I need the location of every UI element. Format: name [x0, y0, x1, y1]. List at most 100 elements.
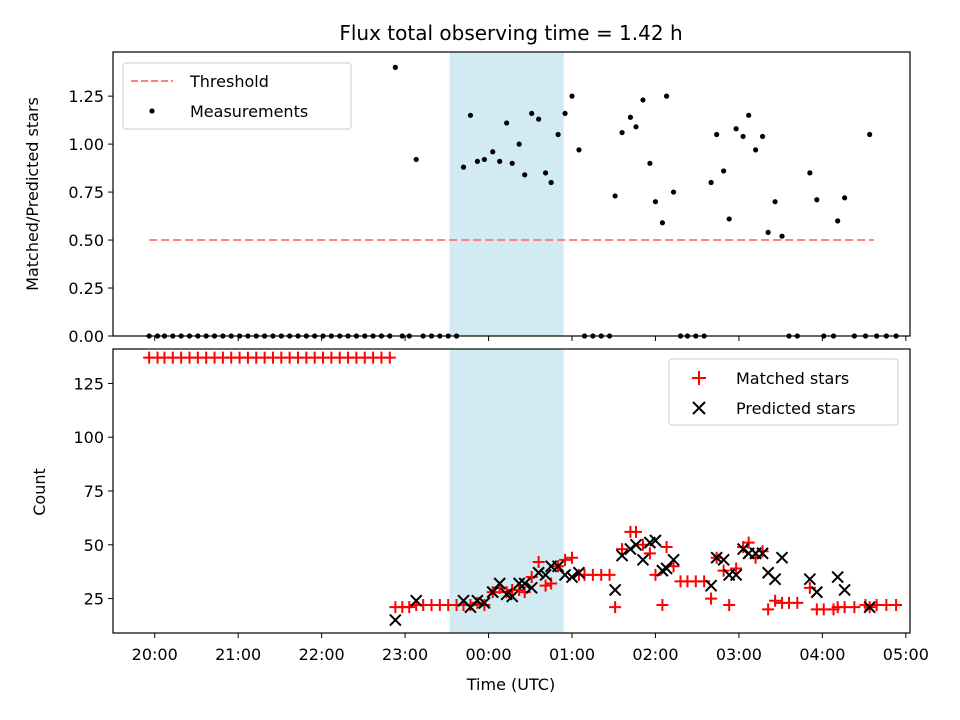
- measurement-point: [714, 131, 720, 138]
- matched-star-marker: [383, 351, 396, 364]
- predicted-star-marker: [636, 553, 650, 567]
- matched-star-marker: [532, 556, 545, 568]
- predicted-star-marker: [629, 538, 643, 551]
- matched-star-marker: [616, 543, 629, 556]
- matched-star-marker: [656, 599, 669, 612]
- matched-star-marker: [649, 568, 662, 581]
- bottom-legend-box: [668, 358, 899, 426]
- top-legend: Threshold Measurements: [122, 62, 352, 130]
- matched-star-marker: [629, 525, 642, 538]
- matched-star-marker: [762, 603, 775, 616]
- predicted-star-marker: [756, 547, 769, 560]
- predicted-star-marker: [704, 579, 718, 592]
- measurement-point: [504, 120, 510, 126]
- x-tick-label: 04:00: [799, 645, 845, 664]
- predicted-star-marker: [532, 566, 545, 579]
- matched-star-marker: [566, 551, 579, 564]
- x-tick-label: 00:00: [465, 645, 511, 664]
- threshold-legend-label: Threshold: [189, 72, 269, 91]
- predicted-star-marker: [863, 600, 876, 614]
- measurement-point: [619, 129, 625, 136]
- x-tick-label: 20:00: [132, 645, 178, 664]
- measurement-point: [569, 93, 575, 99]
- measurement-point: [640, 97, 646, 103]
- matched-star-marker: [742, 536, 755, 549]
- matched-star-marker: [698, 575, 711, 588]
- predicted-star-marker: [768, 573, 782, 586]
- measurement-point: [516, 141, 522, 147]
- measurement-point: [562, 110, 568, 117]
- measurement-point: [670, 189, 677, 195]
- measurement-point: [867, 131, 873, 138]
- predicted-star-marker: [558, 568, 572, 582]
- predicted-star-marker: [615, 549, 629, 562]
- measurement-point: [474, 158, 481, 164]
- predicted-star-marker: [649, 534, 662, 547]
- plot-frame: [112, 348, 911, 634]
- top-panel: 0.00 0.25 0.50 0.75 1.00 1.25: [68, 51, 911, 346]
- matched-star-marker: [848, 601, 861, 614]
- x-tick-label: 22:00: [299, 645, 345, 664]
- measurement-point: [807, 170, 813, 176]
- measurement-point: [733, 126, 739, 132]
- measurement-point: [490, 149, 496, 155]
- matched-star-marker: [539, 579, 552, 592]
- measurement-point: [647, 160, 653, 166]
- y-tick-label: 0.75: [68, 183, 104, 202]
- predicted-star-marker: [660, 562, 673, 575]
- measurement-point: [633, 124, 639, 130]
- observing-window-shade: [449, 52, 564, 336]
- measurement-point: [413, 156, 419, 163]
- y-tick-label: 25: [84, 590, 104, 609]
- predicted-star-marker: [710, 551, 723, 564]
- matched-star-marker: [723, 599, 736, 612]
- measurement-point: [555, 131, 561, 138]
- matched-legend-marker: [692, 371, 706, 385]
- predicted-star-marker: [831, 570, 844, 584]
- predicted-star-marker: [667, 553, 680, 567]
- measurement-point: [708, 179, 714, 186]
- predicted-star-marker: [729, 568, 743, 582]
- measurement-point: [765, 229, 771, 235]
- predicted-star-marker: [478, 596, 491, 610]
- y-tick-label: 1.00: [68, 135, 104, 154]
- matched-star-marker: [609, 601, 622, 614]
- predicted-star-marker: [838, 583, 851, 597]
- predicted-star-marker: [810, 585, 824, 599]
- chart-title: Flux total observing time = 1.42 h: [339, 21, 682, 45]
- top-y-axis-label: Matched/Predicted stars: [23, 97, 42, 291]
- plot-frame: [112, 51, 911, 337]
- measurement-point: [392, 64, 398, 70]
- matched-star-marker: [705, 592, 718, 605]
- y-tick-label: 0.25: [68, 279, 104, 298]
- measurement-point: [612, 193, 618, 199]
- x-tick-label: 05:00: [883, 645, 929, 664]
- predicted-star-marker: [518, 577, 531, 590]
- measurement-point: [460, 164, 467, 170]
- matched-star-marker: [643, 547, 656, 560]
- measurement-point: [779, 233, 785, 239]
- measurement-point: [627, 114, 634, 120]
- top-legend-box: [122, 62, 352, 130]
- x-tick-label: 23:00: [382, 645, 428, 664]
- matched-star-marker: [603, 568, 616, 581]
- y-tick-label: 100: [73, 428, 104, 447]
- predicted-star-marker: [717, 553, 730, 567]
- y-tick-label: 125: [73, 374, 104, 393]
- measurement-point: [759, 133, 766, 140]
- measurement-point: [522, 172, 528, 178]
- matched-star-marker: [403, 601, 416, 614]
- x-axis-label: Time (UTC): [466, 675, 555, 694]
- measurements-legend-marker: [149, 108, 155, 114]
- matched-star-marker: [890, 599, 903, 612]
- predicted-star-marker: [608, 583, 622, 597]
- matched-star-marker: [559, 553, 572, 566]
- x-tick-label: 02:00: [632, 645, 678, 664]
- measurement-point: [576, 147, 582, 153]
- predicted-star-marker: [775, 551, 789, 564]
- y-tick-label: 1.25: [68, 87, 104, 106]
- measurement-point: [663, 93, 670, 99]
- measurement-point: [467, 112, 474, 118]
- measurement-point: [814, 197, 820, 203]
